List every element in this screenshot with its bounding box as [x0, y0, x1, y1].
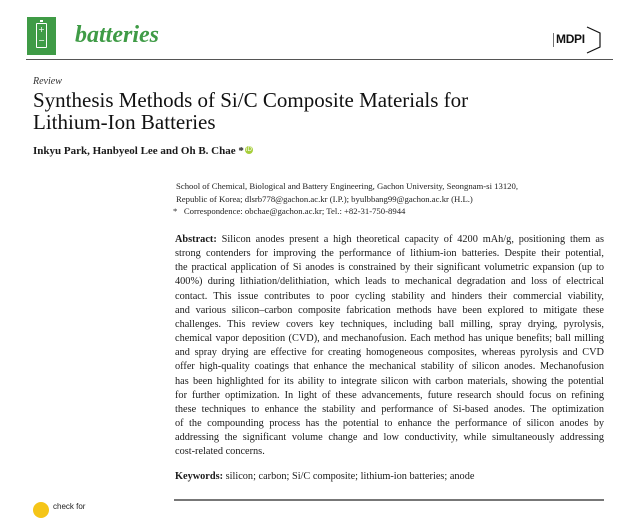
- abstract-line: chemical vapor deposition (CVD), and mec…: [175, 333, 604, 345]
- abstract-line: offer high-quality coatings that enhance…: [175, 361, 604, 373]
- abstract-line: strong contenders for improving the perf…: [175, 248, 604, 260]
- abstract-line: contact. This issue contributes to poor …: [175, 290, 604, 302]
- check-for-updates-icon[interactable]: [33, 502, 49, 518]
- abstract-line: 400%) during lithiation/delithiation, wh…: [175, 276, 604, 288]
- abstract-line: of the compounding process has the poten…: [175, 418, 604, 430]
- abstract-line: and spray drying are effective for creat…: [175, 347, 604, 359]
- journal-name[interactable]: batteries: [75, 22, 159, 48]
- abstract-label: Abstract:: [175, 234, 217, 245]
- keywords: Keywords: silicon; carbon; Si/C composit…: [175, 471, 474, 482]
- article-type: Review: [33, 76, 62, 87]
- abstract-text: Silicon anodes present a high theoretica…: [216, 234, 604, 245]
- mdpi-hexagon-icon: [552, 26, 601, 54]
- authors: Inkyu Park, Hanbyeol Lee and Oh B. Chae …: [33, 145, 244, 157]
- abstract-line: Abstract: Silicon anodes present a high …: [175, 233, 604, 247]
- battery-icon: + −: [36, 20, 47, 48]
- abstract-line: addressing the significant volume change…: [175, 432, 604, 444]
- affiliation-line: Republic of Korea; dlsrb778@gachon.ac.kr…: [176, 194, 473, 204]
- affiliation: School of Chemical, Biological and Batte…: [176, 180, 518, 206]
- abstract-line: has been highlighted for its ability to …: [175, 375, 604, 387]
- minus-sign: −: [38, 36, 45, 45]
- article-title: Synthesis Methods of Si/C Composite Mate…: [33, 89, 468, 133]
- affiliation-line: School of Chemical, Biological and Batte…: [176, 181, 519, 191]
- publisher-logo[interactable]: MDPI: [552, 25, 601, 55]
- orcid-icon[interactable]: iD: [244, 146, 253, 154]
- header-divider: [26, 59, 613, 60]
- correspondence: * Correspondence: obchae@gachon.ac.kr; T…: [173, 206, 406, 216]
- keywords-text: silicon; carbon; Si/C composite; lithium…: [223, 471, 475, 482]
- title-line: Lithium-Ion Batteries: [33, 110, 216, 134]
- abstract-line: challenges. This review covers key techn…: [175, 318, 604, 330]
- publisher-name: MDPI: [556, 32, 585, 46]
- author-list: Inkyu Park, Hanbyeol Lee and Oh B. Chae …: [33, 145, 253, 157]
- plus-sign: +: [38, 25, 45, 34]
- abstract-line: and various silicon–carbon composite fab…: [175, 304, 604, 316]
- abstract-line: for further optimization. In light of th…: [175, 389, 604, 401]
- journal-logo[interactable]: + −: [27, 17, 56, 55]
- abstract-line: the practical application of Si anodes i…: [175, 262, 604, 274]
- check-for-updates-link[interactable]: check for: [53, 502, 86, 511]
- abstract-line: these techniques to enhance the stabilit…: [175, 403, 604, 415]
- abstract-divider: [174, 499, 604, 501]
- abstract-line: cost-related concerns.: [175, 446, 265, 458]
- abstract: Abstract: Silicon anodes present a high …: [175, 233, 604, 460]
- title-line: Synthesis Methods of Si/C Composite Mate…: [33, 88, 469, 112]
- keywords-label: Keywords:: [175, 471, 224, 482]
